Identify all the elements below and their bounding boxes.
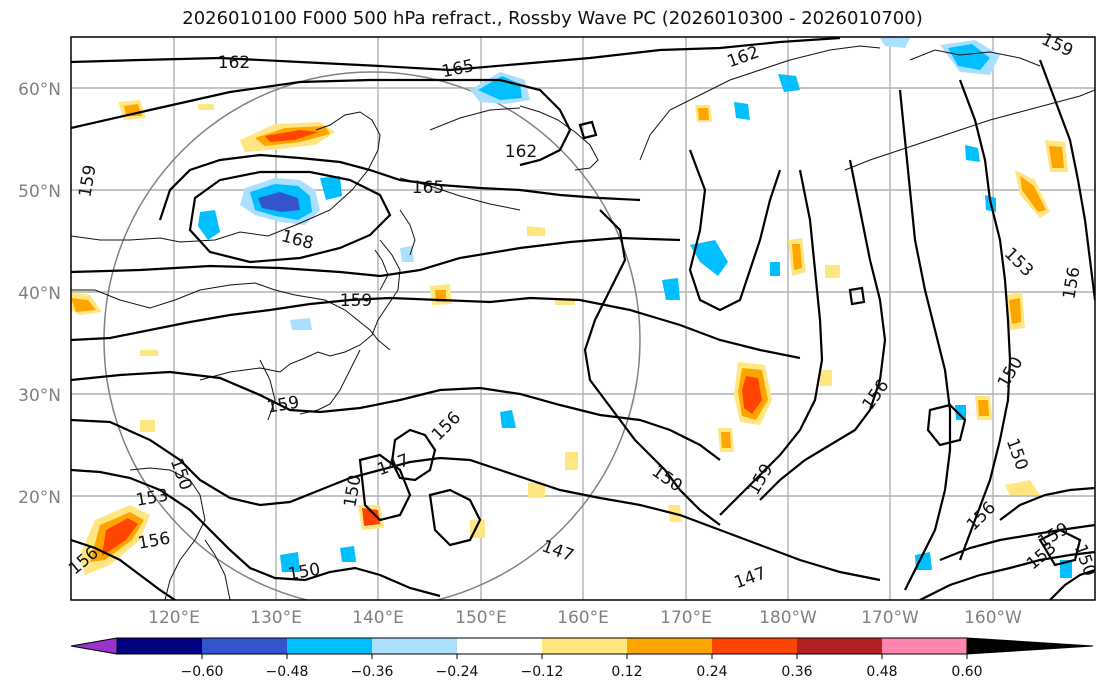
contour-label: 165 [412, 178, 444, 198]
colorbar-segment [882, 638, 967, 654]
highlight-circle [103, 71, 641, 600]
lon-label: 150°E [455, 608, 507, 628]
colorbar-segment [117, 638, 202, 654]
contour-label: 159 [340, 291, 372, 311]
colorbar-segment [712, 638, 797, 654]
colorbar-tick-label: 0.60 [951, 664, 982, 680]
colorbar-segment [202, 638, 287, 654]
colorbar-segment [372, 638, 457, 654]
colorbar-tick-label: −0.48 [266, 664, 309, 680]
contour-label: 162 [218, 53, 250, 73]
lon-label: 160°W [964, 608, 1022, 628]
colorbar-tick-label: 0.36 [781, 664, 812, 680]
colorbar-extend-min [70, 637, 118, 655]
colorbar-tick-label: −0.24 [436, 664, 479, 680]
colorbar-segment [287, 638, 372, 654]
colorbar-tick-label: 0.24 [696, 664, 727, 680]
contour-label: 162 [505, 142, 537, 162]
colorbar-extend-max [966, 637, 1094, 655]
colorbar-segment [457, 638, 542, 654]
colorbar-segment [542, 638, 627, 654]
lon-label: 120°E [148, 608, 200, 628]
colorbar-segment [797, 638, 882, 654]
colorbar-tick-label: −0.60 [181, 664, 224, 680]
map-title: 2026010100 F000 500 hPa refract., Rossby… [182, 8, 923, 29]
lon-label: 170°W [861, 608, 919, 628]
lat-label: 20°N [18, 488, 61, 508]
lon-label: 130°E [250, 608, 302, 628]
lon-label: 140°E [352, 608, 404, 628]
coastlines [71, 45, 1095, 600]
anomaly-shading [71, 38, 1072, 578]
lon-label: 180°W [759, 608, 817, 628]
map-border [70, 36, 1096, 601]
lat-label: 30°N [18, 386, 61, 406]
colorbar-tick-label: 0.12 [611, 664, 642, 680]
lat-label: 40°N [18, 284, 61, 304]
lat-label: 50°N [18, 182, 61, 202]
lat-label: 60°N [18, 80, 61, 100]
contour-lines [71, 37, 1095, 600]
colorbar: −0.60 −0.48 −0.36 −0.24 −0.12 0.12 0.24 … [70, 637, 1094, 680]
colorbar-tick-label: 0.48 [866, 664, 897, 680]
lon-label: 160°E [557, 608, 609, 628]
colorbar-tick-label: −0.36 [351, 664, 394, 680]
lon-label: 170°E [660, 608, 712, 628]
colorbar-segment [627, 638, 712, 654]
colorbar-tick-label: −0.12 [521, 664, 564, 680]
